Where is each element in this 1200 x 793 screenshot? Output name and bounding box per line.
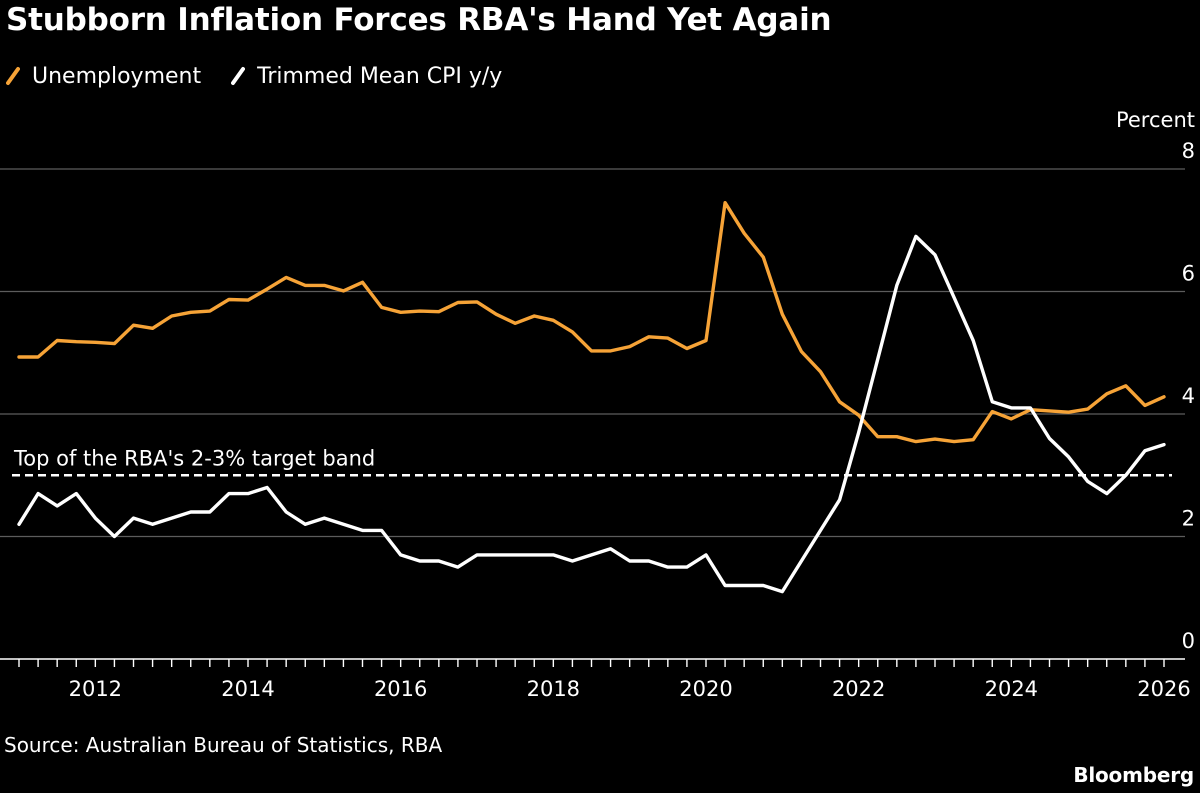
x-tick-label: 2012	[69, 677, 122, 701]
legend-item-unemployment: Unemployment	[6, 64, 201, 89]
target-band: Top of the RBA's 2-3% target band	[12, 446, 1172, 477]
x-axis: 2012 2014 2016 2018 2020 2022 2024 2026	[0, 658, 1191, 701]
legend: Unemployment Trimmed Mean CPI y/y	[6, 60, 532, 92]
x-tick-label: 2018	[527, 677, 580, 701]
legend-swatch-unemployment	[6, 66, 20, 86]
series-line-cpi	[17, 234, 1166, 594]
x-tick-label: 2026	[1137, 677, 1190, 701]
x-tick-label: 2024	[985, 677, 1038, 701]
x-tick-label: 2016	[374, 677, 427, 701]
grid-lines	[0, 168, 1185, 538]
bloomberg-logo: Bloomberg	[1073, 763, 1194, 787]
y-tick-label: 8	[1182, 139, 1195, 163]
y-axis-label: Percent	[1116, 108, 1195, 132]
y-tick-label: 0	[1182, 629, 1195, 653]
target-band-label: Top of the RBA's 2-3% target band	[13, 446, 375, 470]
series-line-unemployment	[17, 200, 1166, 444]
y-axis: Percent 0 2 4 6 8	[1116, 108, 1195, 653]
x-tick-label: 2020	[679, 677, 732, 701]
y-tick-label: 4	[1182, 384, 1195, 408]
x-tick-label: 2014	[221, 677, 274, 701]
y-tick-label: 2	[1182, 507, 1195, 531]
legend-swatch-cpi	[231, 66, 246, 86]
legend-item-cpi: Trimmed Mean CPI y/y	[231, 64, 502, 89]
x-tick-label: 2022	[832, 677, 885, 701]
legend-label-cpi: Trimmed Mean CPI y/y	[257, 63, 503, 89]
series-lines	[17, 200, 1166, 594]
y-tick-label: 6	[1182, 262, 1195, 286]
legend-label-unemployment: Unemployment	[32, 63, 202, 89]
chart-title: Stubborn Inflation Forces RBA's Hand Yet…	[6, 2, 832, 38]
source-note: Source: Australian Bureau of Statistics,…	[4, 733, 443, 757]
